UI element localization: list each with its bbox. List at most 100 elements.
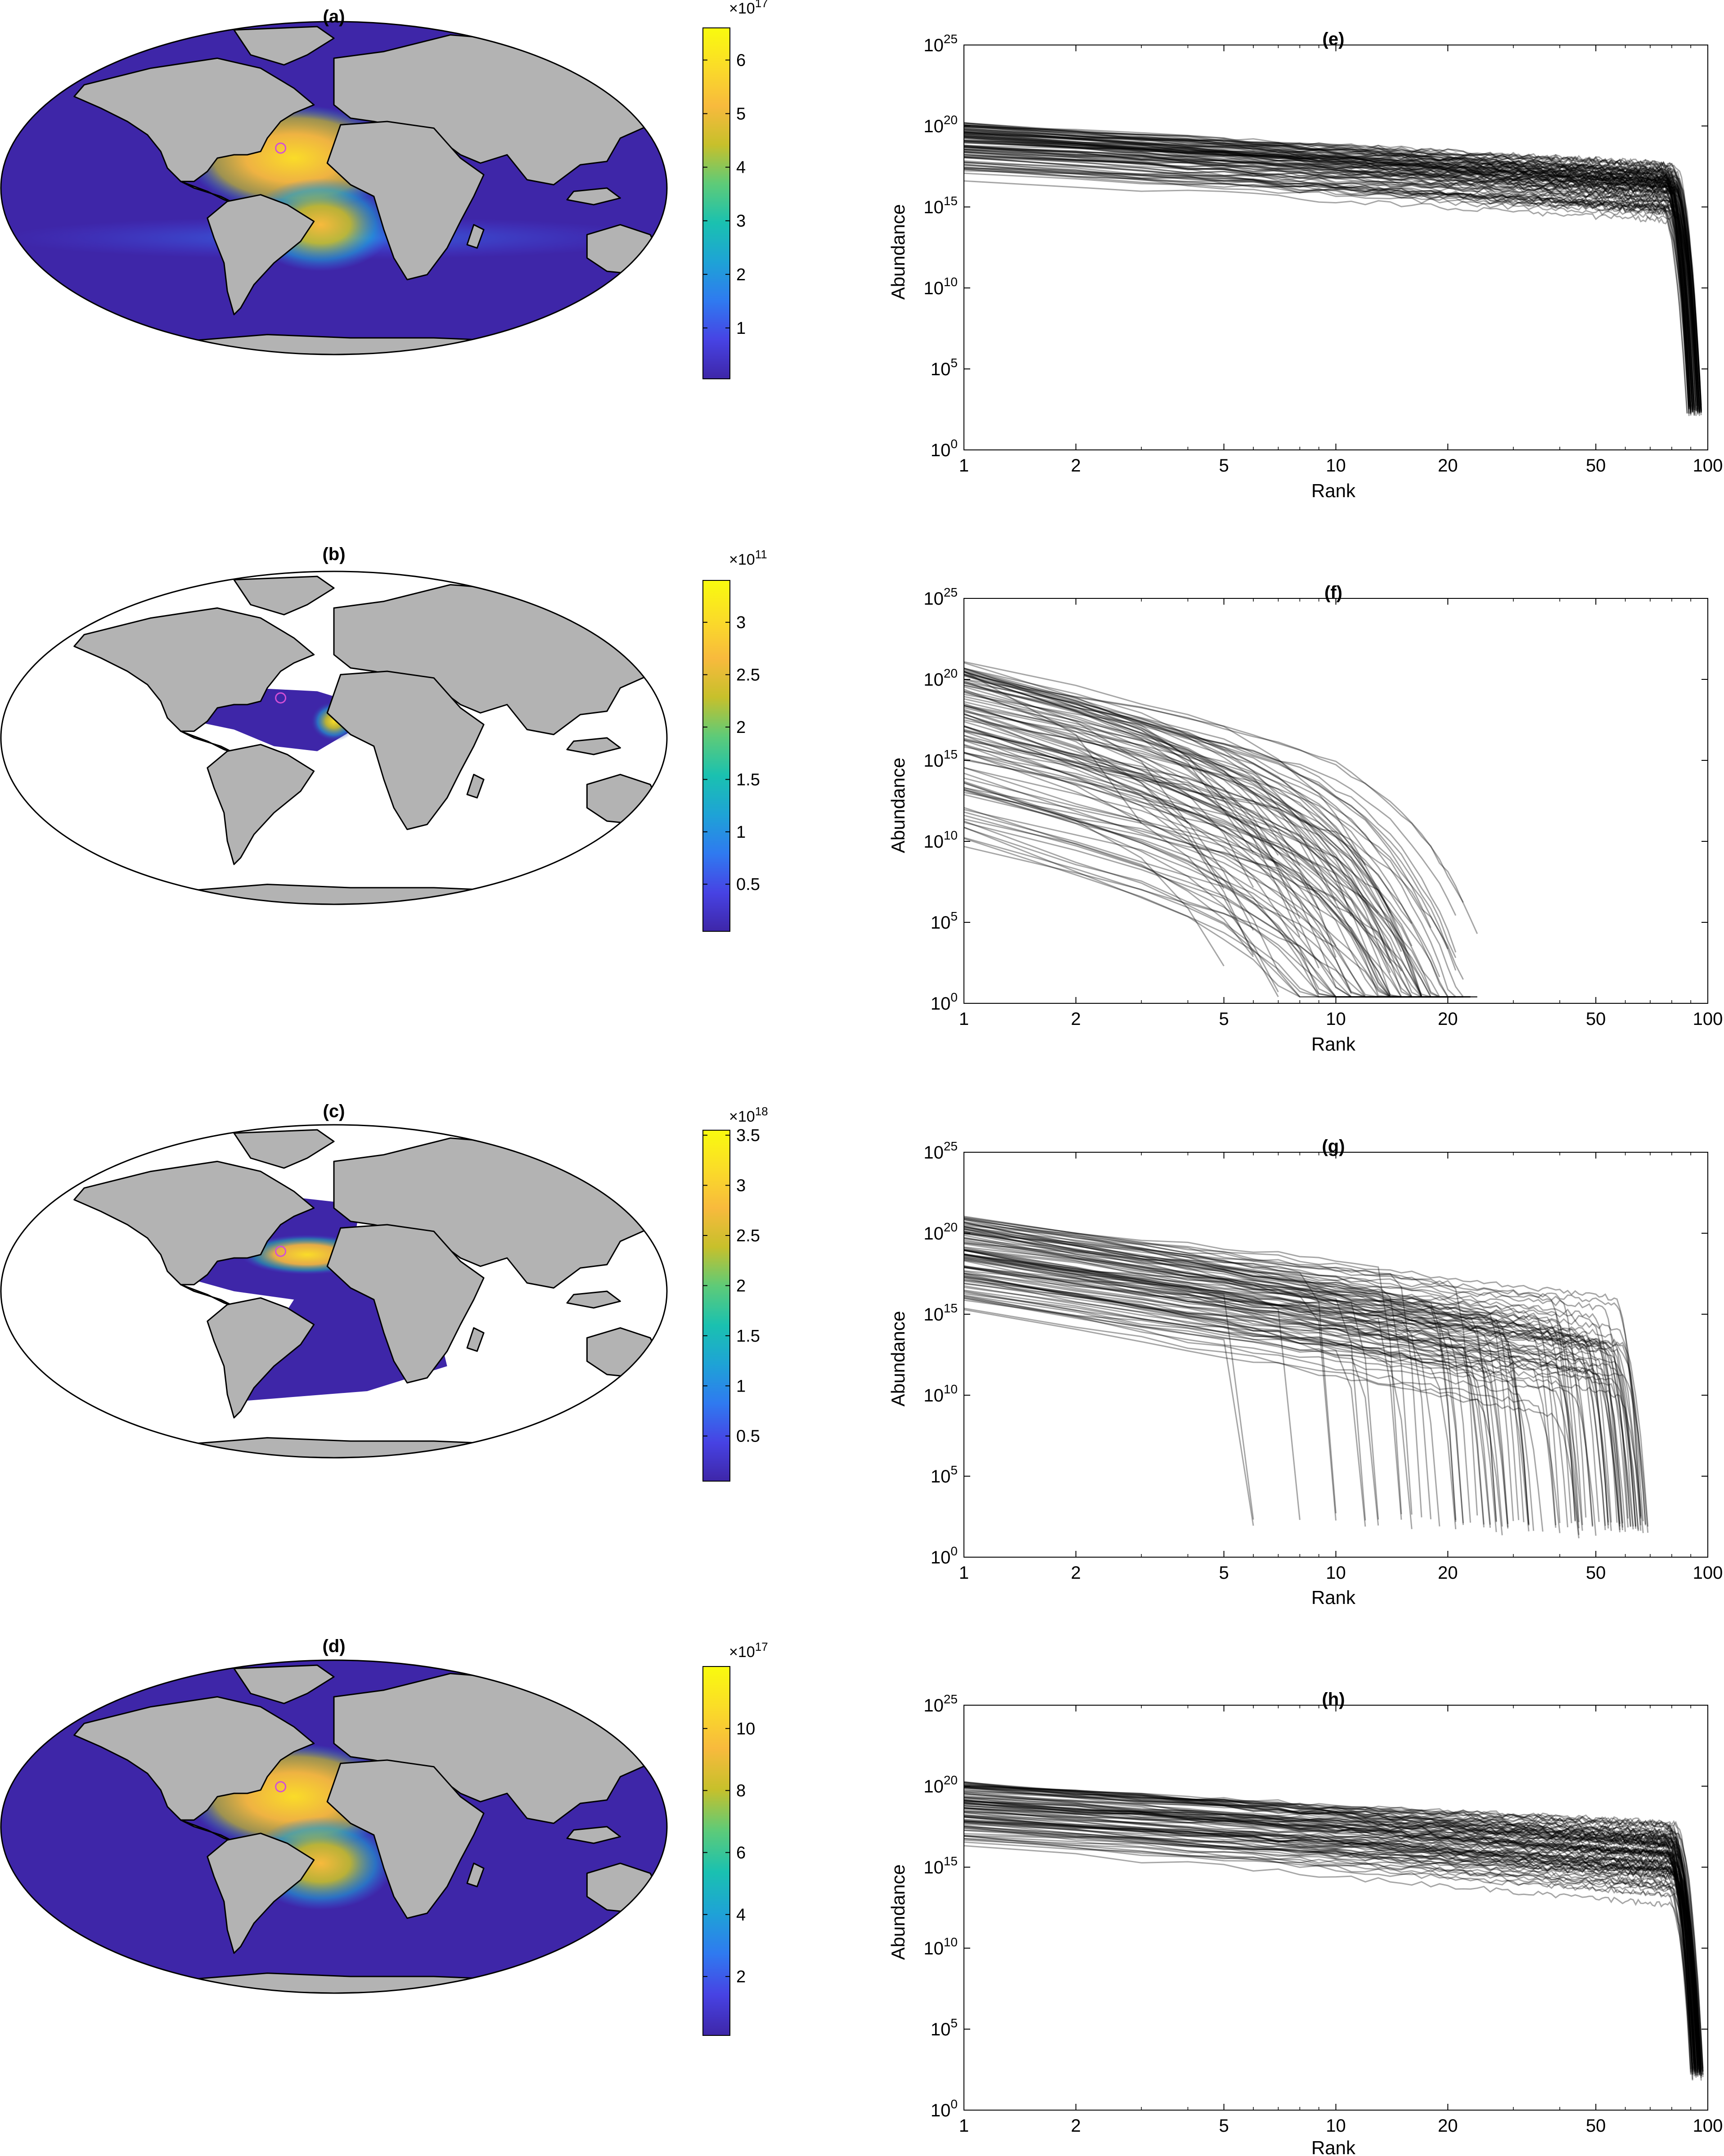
series-line-4-59 — [964, 152, 1695, 410]
series-line-6-92 — [964, 1228, 1337, 1514]
series-line-5-45 — [964, 690, 1391, 964]
land-madagascar-a — [466, 224, 485, 249]
colorbar-b: ×1011 0.5 1 1.5 2 2.5 3 — [702, 548, 767, 932]
series-line-7-82 — [964, 1792, 1699, 2067]
series-line-4-10 — [964, 154, 1697, 411]
y-axis-label-f: Abundance — [887, 758, 909, 853]
map-panel-d — [0, 1659, 668, 1994]
land-north-america-c — [73, 1160, 315, 1285]
series-line-4-56 — [964, 147, 1701, 409]
series-line-4-51 — [964, 150, 1702, 413]
colorbar-tick-label-0-2: 3 — [736, 212, 746, 231]
series-line-7-12 — [964, 1821, 1701, 2072]
series-line-6-90 — [964, 1270, 1649, 1527]
series-line-4-94 — [964, 148, 1701, 409]
colorbar-tick-label-1-5: 3 — [736, 613, 746, 632]
land-africa-d — [326, 1759, 485, 1919]
colorbar-tick-label-2-6: 3.5 — [736, 1126, 760, 1145]
series-group-5 — [964, 661, 1478, 998]
series-line-7-53 — [964, 1787, 1699, 2070]
series-line-7-77 — [964, 1815, 1702, 2074]
series-line-4-48 — [964, 136, 1702, 411]
map-a-content — [1, 22, 667, 355]
series-line-5-46 — [964, 711, 1391, 913]
panel-title-c: (c) — [323, 1101, 345, 1121]
series-line-5-82 — [964, 744, 1279, 997]
series-line-7-85 — [964, 1802, 1702, 2071]
colorbar-tick-label-1-4: 2.5 — [736, 666, 760, 685]
series-line-4-61 — [964, 151, 1699, 412]
rank-abundance-plot-h: (h) Rank Abundance 1 2 5 10 20 50 100100105101… — [887, 1689, 1723, 2156]
y-tick-label-5-0: 100 — [931, 990, 958, 1014]
colorbar-exponent-a: ×1017 — [729, 0, 768, 17]
series-line-4-95 — [964, 139, 1699, 412]
series-line-4-73 — [964, 167, 1690, 416]
series-line-5-12 — [964, 818, 1254, 957]
series-line-4-12 — [964, 122, 1693, 410]
series-line-4-34 — [964, 140, 1702, 411]
series-line-7-6 — [964, 1785, 1704, 2072]
series-line-5-91 — [964, 674, 1301, 938]
colorbar-tick-label-2-0: 0.5 — [736, 1427, 760, 1446]
colorbar-tick-label-0-1: 2 — [736, 265, 746, 284]
map-outline-d — [0, 1659, 668, 1994]
series-line-4-46 — [964, 126, 1693, 410]
series-line-6-69 — [964, 1235, 1572, 1523]
series-line-7-24 — [964, 1815, 1699, 2077]
series-line-5-25 — [964, 721, 1431, 998]
colorbar-tick-label-3-0: 2 — [736, 1967, 746, 1986]
series-line-6-23 — [964, 1254, 1337, 1521]
series-line-7-60 — [964, 1787, 1697, 2073]
colorbar-gradient-2 — [702, 1130, 730, 1482]
series-line-7-88 — [964, 1802, 1699, 2073]
series-line-4-89 — [964, 172, 1702, 415]
colorbar-tick-label-1-2: 1.5 — [736, 770, 760, 789]
series-line-5-94 — [964, 725, 1440, 998]
series-line-4-65 — [964, 162, 1699, 414]
series-line-5-89 — [964, 846, 1319, 998]
series-line-4-2 — [964, 161, 1699, 415]
series-line-4-39 — [964, 136, 1690, 409]
series-line-4-67 — [964, 131, 1702, 412]
series-line-6-38 — [964, 1231, 1514, 1521]
y-tick-label-5-1: 105 — [931, 909, 958, 933]
series-line-5-28 — [964, 673, 1478, 934]
series-line-4-83 — [964, 136, 1692, 409]
colorbar-exponent-b: ×1011 — [729, 548, 767, 568]
series-line-5-24 — [964, 767, 1471, 998]
series-line-6-18 — [964, 1276, 1503, 1527]
series-line-6-61 — [964, 1283, 1464, 1523]
series-line-7-50 — [964, 1783, 1695, 2066]
series-line-7-27 — [964, 1807, 1701, 2069]
colorbar-tick-label-2-5: 3 — [736, 1177, 746, 1195]
series-line-6-71 — [964, 1225, 1422, 1518]
series-line-4-64 — [964, 146, 1692, 414]
series-line-7-38 — [964, 1816, 1697, 2071]
map-panel-b — [0, 570, 668, 905]
series-line-7-95 — [964, 1787, 1701, 2072]
y-tick-label-4-4: 1020 — [923, 113, 958, 136]
series-line-4-40 — [964, 148, 1701, 409]
series-line-4-86 — [964, 126, 1692, 408]
series-line-5-38 — [964, 726, 1391, 998]
series-line-7-84 — [964, 1796, 1693, 2069]
land-south-america-d — [207, 1833, 315, 1954]
series-line-7-79 — [964, 1811, 1699, 2072]
series-line-7-99 — [964, 1828, 1702, 2077]
series-line-4-97 — [964, 156, 1695, 416]
land-africa-a — [326, 121, 485, 280]
series-line-4-87 — [964, 157, 1693, 413]
x-axis-label-f: Rank — [1311, 1033, 1356, 1055]
series-line-7-21 — [964, 1825, 1699, 2075]
series-line-4-15 — [964, 129, 1690, 408]
series-line-7-55 — [964, 1822, 1702, 2075]
series-line-5-37 — [964, 739, 1431, 997]
site-marker-a — [275, 142, 287, 154]
series-line-7-37 — [964, 1820, 1701, 2075]
series-line-5-16 — [964, 777, 1431, 998]
series-line-7-26 — [964, 1845, 1697, 2078]
series-line-6-53 — [964, 1222, 1637, 1527]
series-line-4-28 — [964, 153, 1701, 413]
series-line-5-57 — [964, 751, 1463, 998]
